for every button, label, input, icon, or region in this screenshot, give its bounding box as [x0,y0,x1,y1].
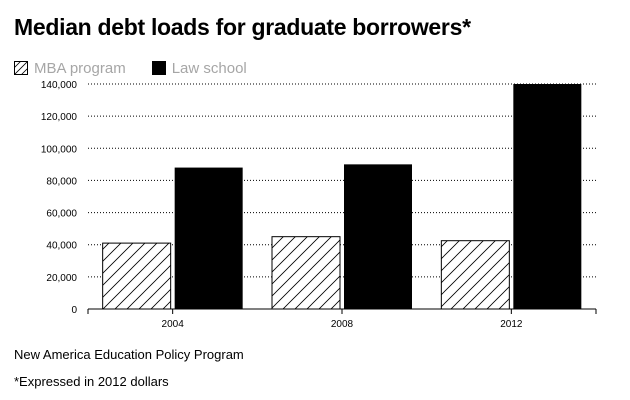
legend-label-mba: MBA program [34,60,126,77]
bar-chart: 0 20,000 40,000 60,000 80,000 100,000 120,000 1… [0,76,630,336]
x-tick-label: 2012 [500,319,523,330]
y-tick-label: 80,000 [46,176,77,187]
y-tick-label: 40,000 [46,241,77,252]
x-tick-label: 2008 [331,319,354,330]
bar-law-2012 [513,84,581,309]
bar-law-2004 [175,168,243,309]
y-tick-label: 140,000 [41,80,78,91]
y-tick-label: 0 [71,305,77,316]
y-tick-label: 100,000 [41,144,78,155]
solid-swatch-icon [152,61,166,75]
chart-title: Median debt loads for graduate borrowers… [14,14,471,41]
y-tick-label: 60,000 [46,209,77,220]
bar-law-2008 [344,164,412,309]
source-note: New America Education Policy Program [14,347,244,362]
legend: MBA program Law school [14,58,273,78]
bar-mba-2008 [272,237,340,309]
x-tick-label: 2004 [162,319,185,330]
legend-item-mba: MBA program [14,60,126,77]
hatch-swatch-icon [14,61,28,75]
footnote: *Expressed in 2012 dollars [14,374,169,389]
bar-mba-2012 [441,241,509,309]
legend-item-law: Law school [152,60,247,77]
legend-label-law: Law school [172,60,247,77]
bar-mba-2004 [103,243,171,309]
bars [103,84,582,309]
y-tick-label: 120,000 [41,112,78,123]
y-tick-label: 20,000 [46,273,77,284]
